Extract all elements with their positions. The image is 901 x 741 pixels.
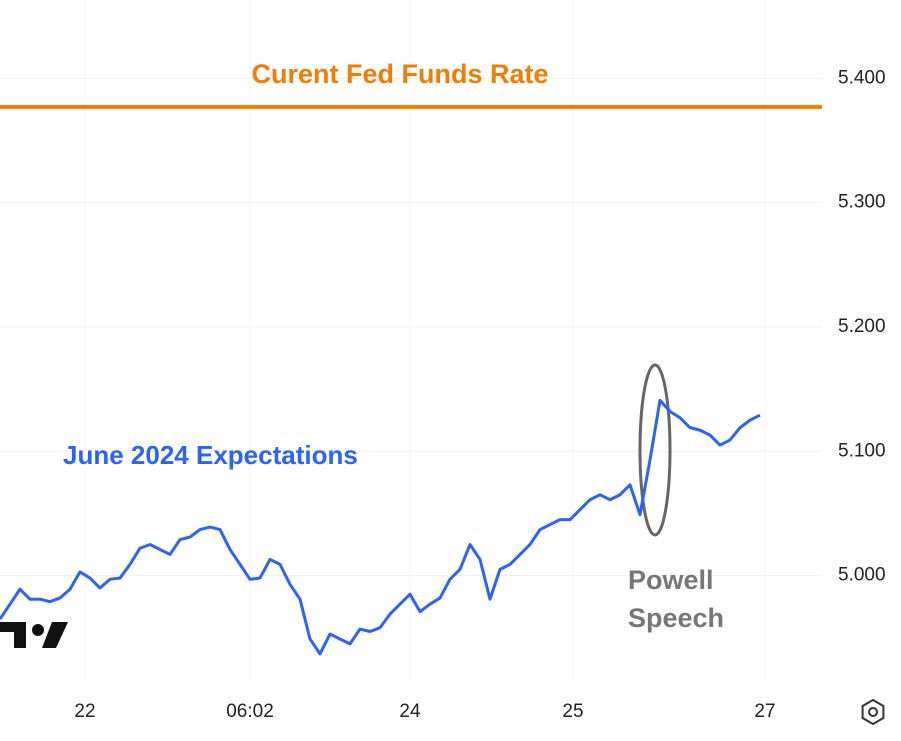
y-tick-label: 5.400 xyxy=(838,67,886,88)
y-tick-label: 5.100 xyxy=(838,440,886,461)
x-tick-label: 22 xyxy=(74,701,95,722)
x-tick-label: 06:02 xyxy=(226,701,274,722)
logo xyxy=(0,622,68,648)
x-tick-label: 24 xyxy=(399,701,421,722)
reference-label: Curent Fed Funds Rate xyxy=(251,59,548,89)
x-tick-label: 25 xyxy=(562,701,583,722)
annotation: Powell xyxy=(628,565,714,595)
highlight-ellipse xyxy=(638,363,672,537)
annotation: Speech xyxy=(628,603,724,633)
series-label: June 2024 Expectations xyxy=(63,440,358,470)
y-tick-label: 5.200 xyxy=(838,316,886,337)
y-tick-label: 5.300 xyxy=(838,192,886,213)
settings-icon[interactable] xyxy=(861,698,885,726)
y-tick-label: 5.000 xyxy=(838,565,886,586)
x-tick-label: 27 xyxy=(754,701,775,722)
series-line xyxy=(0,398,761,656)
